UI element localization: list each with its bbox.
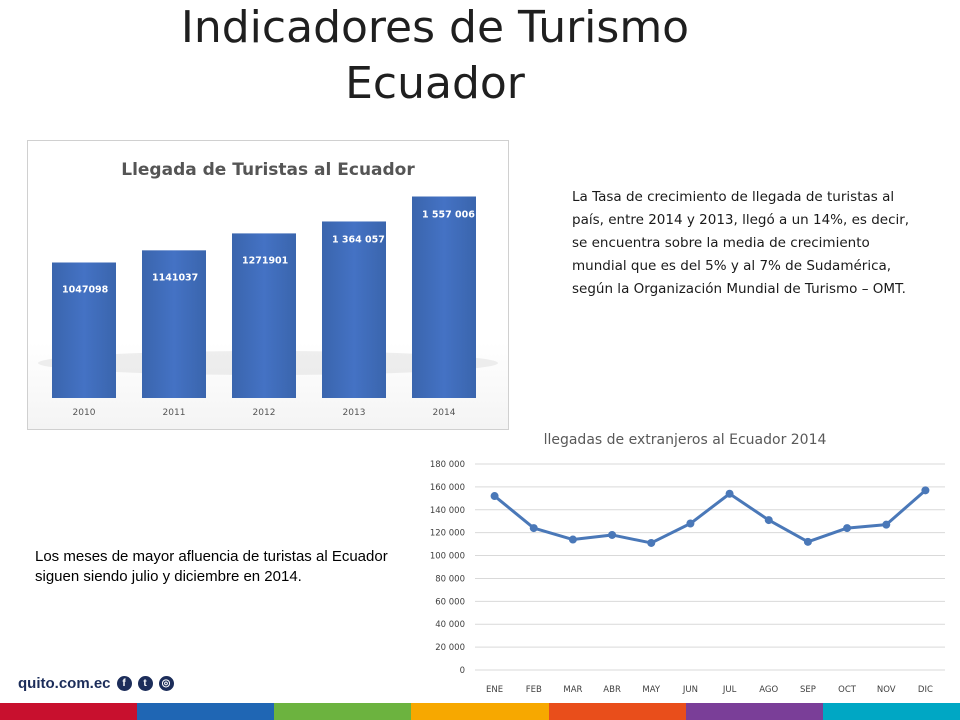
bar-2014 xyxy=(412,196,476,398)
line-y-tick-label: 160 000 xyxy=(430,483,465,493)
bar-x-tick-label: 2014 xyxy=(433,408,456,418)
bar-data-label: 1141037 xyxy=(152,272,198,283)
twitter-icon[interactable]: t xyxy=(137,675,153,691)
line-point-NOV xyxy=(882,520,891,529)
bar-data-label: 1271901 xyxy=(242,255,288,266)
bar-chart-title: Llegada de Turistas al Ecuador xyxy=(121,160,415,180)
line-y-tick-label: 60 000 xyxy=(435,597,465,607)
line-point-SEP xyxy=(803,537,812,546)
bar-data-label: 1 364 057 xyxy=(332,234,385,245)
line-y-tick-label: 40 000 xyxy=(435,620,465,630)
line-x-tick-label: ENE xyxy=(486,685,503,695)
bar-2010 xyxy=(52,262,116,398)
title-line-2: Ecuador xyxy=(345,58,525,109)
instagram-icon[interactable]: ◎ xyxy=(158,675,174,691)
line-x-tick-label: JUN xyxy=(682,685,698,695)
arrivals-bar-chart: Llegada de Turistas al Ecuador 1047098 201… xyxy=(38,160,498,418)
bar-2012 xyxy=(232,233,296,398)
line-point-JUN xyxy=(686,519,695,528)
line-y-tick-label: 100 000 xyxy=(430,552,465,562)
line-point-DIC xyxy=(921,486,930,495)
facebook-icon[interactable]: f xyxy=(116,675,132,691)
line-point-JUL xyxy=(725,489,734,498)
peak-months-note: Los meses de mayor afluencia de turistas… xyxy=(35,548,388,585)
line-point-OCT xyxy=(843,524,852,533)
line-y-tick-label: 120 000 xyxy=(430,529,465,539)
line-point-MAY xyxy=(647,538,656,547)
title-line-1: Indicadores de Turismo xyxy=(180,2,690,53)
monthly-arrivals-line-chart: llegadas de extranjeros al Ecuador 2014 0… xyxy=(430,432,945,695)
bar-x-tick-label: 2013 xyxy=(343,408,366,418)
bar-x-tick-label: 2011 xyxy=(163,408,186,418)
line-x-tick-label: DIC xyxy=(918,685,933,695)
line-point-MAR xyxy=(568,535,577,544)
line-y-tick-label: 80 000 xyxy=(435,574,465,584)
bar-data-label: 1 557 006 xyxy=(422,210,475,221)
line-x-tick-label: FEB xyxy=(526,685,542,695)
line-x-tick-label: MAR xyxy=(563,685,582,695)
footer-branding: quito.com.ec f t ◎ xyxy=(18,672,174,694)
line-y-tick-label: 20 000 xyxy=(435,643,465,653)
bar-2013 xyxy=(322,221,386,398)
line-x-tick-label: AGO xyxy=(759,685,778,695)
line-x-tick-label: MAY xyxy=(642,685,660,695)
line-point-ENE xyxy=(490,492,499,501)
line-x-tick-label: NOV xyxy=(877,685,896,695)
line-x-tick-label: JUL xyxy=(722,685,737,695)
line-series xyxy=(493,489,927,545)
arrivals-bar-chart-box: Llegada de Turistas al Ecuador 1047098 201… xyxy=(27,140,509,430)
line-point-ABR xyxy=(608,530,617,539)
line-x-tick-label: OCT xyxy=(838,685,857,695)
bar-x-tick-label: 2010 xyxy=(73,408,96,418)
bar-x-tick-label: 2012 xyxy=(253,408,276,418)
page-title: Indicadores de Turismo Ecuador xyxy=(90,0,780,112)
line-x-tick-label: SEP xyxy=(800,685,816,695)
line-point-AGO xyxy=(764,516,773,525)
line-y-tick-label: 0 xyxy=(460,666,465,676)
line-point-FEB xyxy=(529,524,538,533)
bar-2011 xyxy=(142,250,206,398)
site-logo-text: quito.com.ec xyxy=(18,674,111,692)
line-y-tick-label: 140 000 xyxy=(430,506,465,516)
growth-paragraph: La Tasa de crecimiento de llegada de tur… xyxy=(572,189,910,297)
line-chart-title: llegadas de extranjeros al Ecuador 2014 xyxy=(544,432,827,448)
footer-color-stripe xyxy=(0,703,960,720)
line-y-tick-label: 180 000 xyxy=(430,460,465,470)
line-x-tick-label: ABR xyxy=(603,685,621,695)
bar-data-label: 1047098 xyxy=(62,284,109,295)
